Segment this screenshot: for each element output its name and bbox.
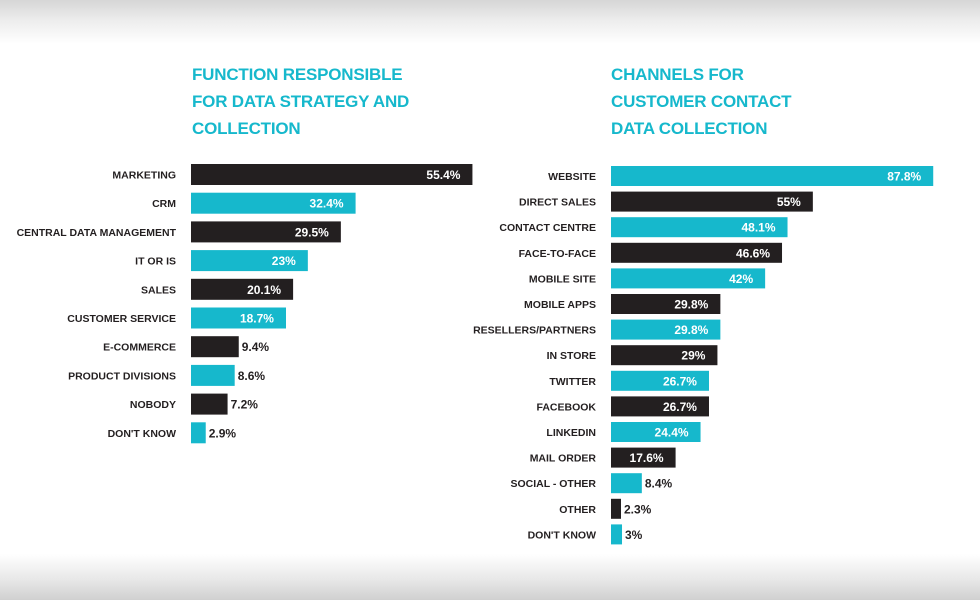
bar <box>191 336 239 358</box>
category-label: CONTACT CENTRE <box>499 222 596 234</box>
data-label: 32.4% <box>310 197 344 211</box>
bar <box>611 268 766 289</box>
data-label: 9.4% <box>242 340 270 354</box>
data-label: 20.1% <box>247 283 281 297</box>
data-label: 7.2% <box>231 398 259 412</box>
bar <box>611 217 788 238</box>
category-label: CENTRAL DATA MANAGEMENT <box>17 227 177 239</box>
chart-title-line: CUSTOMER CONTACT <box>611 92 792 111</box>
bar <box>191 278 294 300</box>
data-label: 29% <box>681 349 705 363</box>
chart-function-responsible: MARKETING 55.4% CRM 32.4% CENTRAL DATA MANAG… <box>17 164 473 444</box>
bar <box>191 364 235 386</box>
category-label: MOBILE APPS <box>524 299 596 311</box>
category-label: LINKEDIN <box>546 427 596 439</box>
bar <box>191 164 473 185</box>
category-label: IT OR IS <box>135 256 176 268</box>
bar <box>191 393 228 415</box>
bar <box>611 191 813 212</box>
data-label: 48.1% <box>741 221 775 235</box>
data-label: 87.8% <box>887 170 921 184</box>
category-label: SALES <box>141 284 176 296</box>
data-label: 29.8% <box>674 323 708 337</box>
data-label: 2.9% <box>209 426 237 440</box>
bar <box>611 166 934 186</box>
bar <box>191 250 308 272</box>
chart-title-line: FUNCTION RESPONSIBLE <box>192 65 403 84</box>
bar <box>191 221 341 243</box>
category-label: DON'T KNOW <box>108 428 176 440</box>
bar <box>611 473 642 494</box>
data-label: 55% <box>777 195 801 209</box>
category-label: SOCIAL - OTHER <box>510 478 596 490</box>
bar <box>611 370 709 391</box>
bar <box>611 524 623 545</box>
data-label: 55.4% <box>426 168 460 182</box>
category-label: FACE-TO-FACE <box>519 248 596 260</box>
data-label: 29.8% <box>674 298 708 312</box>
data-label: 2.3% <box>624 502 652 516</box>
data-label: 26.7% <box>663 400 697 414</box>
category-label: TWITTER <box>549 376 596 388</box>
top-shade <box>0 0 980 44</box>
category-label: PRODUCT DIVISIONS <box>68 370 176 382</box>
bar <box>611 345 718 366</box>
data-label: 17.6% <box>630 451 664 465</box>
category-label: E-COMMERCE <box>103 342 176 354</box>
bar <box>611 422 701 442</box>
bar <box>611 498 621 519</box>
bar <box>611 319 721 340</box>
category-label: DIRECT SALES <box>519 197 596 209</box>
chart-title-line: FOR DATA STRATEGY AND <box>192 92 410 111</box>
bar <box>611 294 721 314</box>
chart-title-line: CHANNELS FOR <box>611 65 744 84</box>
data-label: 24.4% <box>655 426 689 440</box>
chart-channels: WEBSITE 87.8% DIRECT SALES 55% CONTACT CENTR… <box>473 166 934 545</box>
category-label: MARKETING <box>112 170 176 182</box>
chart-title-line: DATA COLLECTION <box>611 119 768 138</box>
bar <box>191 422 206 444</box>
category-label: DON'T KNOW <box>528 529 596 541</box>
category-label: CUSTOMER SERVICE <box>67 313 176 325</box>
category-label: IN STORE <box>547 350 596 362</box>
data-label: 8.4% <box>645 477 673 491</box>
bar <box>191 192 356 214</box>
data-label: 8.6% <box>238 369 266 383</box>
bottom-shade <box>0 554 980 600</box>
category-label: NOBODY <box>130 399 176 411</box>
chart-title-line: COLLECTION <box>192 119 301 138</box>
data-label: 3% <box>625 528 643 542</box>
category-label: FACEBOOK <box>536 401 596 413</box>
category-label: MOBILE SITE <box>529 273 596 285</box>
bar <box>611 242 783 263</box>
chart-title-channels: CHANNELS FOR CUSTOMER CONTACT DATA COLLE… <box>611 61 792 142</box>
data-label: 18.7% <box>240 312 274 326</box>
chart-title-function-responsible: FUNCTION RESPONSIBLE FOR DATA STRATEGY A… <box>192 61 409 142</box>
data-label: 26.7% <box>663 374 697 388</box>
category-label: WEBSITE <box>548 171 596 183</box>
data-label: 23% <box>272 254 296 268</box>
data-label: 29.5% <box>295 225 329 239</box>
data-label: 46.6% <box>736 246 770 260</box>
bar <box>611 396 709 417</box>
category-label: MAIL ORDER <box>530 453 597 465</box>
data-label: 42% <box>729 272 753 286</box>
category-label: RESELLERS/PARTNERS <box>473 325 596 337</box>
bar <box>611 447 676 468</box>
category-label: CRM <box>152 198 176 210</box>
bar <box>191 307 286 329</box>
category-label: OTHER <box>559 504 596 516</box>
